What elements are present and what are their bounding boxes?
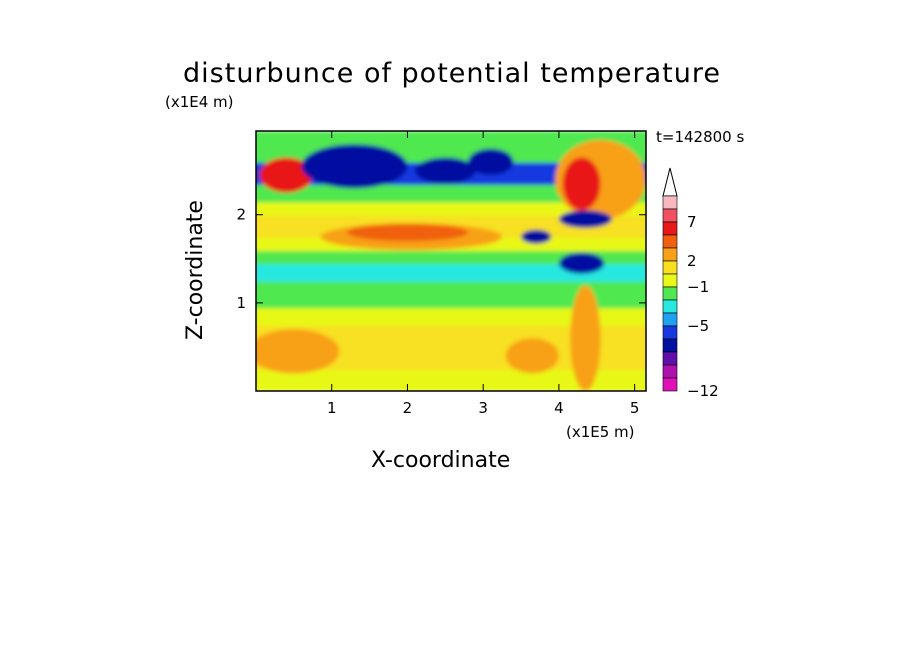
contour-feature-5	[415, 157, 476, 184]
colorbar-label-3: −5	[687, 317, 709, 335]
colorbar-swatch-8	[662, 299, 678, 314]
plot-frame	[255, 130, 647, 392]
contour-feature-1	[256, 329, 340, 374]
colorbar-swatch-14	[662, 377, 678, 392]
contour-band-5	[256, 249, 646, 265]
contour-feature-4	[301, 144, 408, 189]
colorbar-swatch-3	[662, 234, 678, 249]
colorbar-swatch-6	[662, 273, 678, 288]
contour-feature-13	[570, 285, 601, 391]
colorbar-swatch-11	[662, 338, 678, 353]
colorbar-swatch-0	[662, 195, 678, 210]
time-label: t=142800 s	[656, 128, 745, 146]
contour-feature-3	[346, 223, 469, 242]
colorbar-extend-triangle	[662, 167, 678, 197]
contour-band-8	[256, 201, 646, 216]
colorbar-label-4: −12	[687, 382, 719, 400]
chart-title: disturbunce of potential temperature	[183, 58, 721, 89]
contour-feature-9	[562, 157, 601, 211]
x-tick-label-2: 3	[478, 399, 488, 417]
colorbar: 7 2 −1 −5 −12	[662, 167, 719, 400]
x-scale-label: (x1E5 m)	[566, 423, 635, 441]
contour-feature-11	[558, 252, 605, 274]
y-tick-label-1: 2	[236, 206, 246, 224]
y-scale-label: (x1E4 m)	[165, 93, 234, 111]
y-tick-label-0: 1	[236, 294, 246, 312]
contour-feature-6	[468, 148, 514, 176]
contour-band-4	[256, 263, 646, 282]
x-tick-label-1: 2	[403, 399, 413, 417]
contour-feature-12	[521, 229, 552, 244]
colorbar-swatch-10	[662, 325, 678, 340]
x-tick-label-3: 4	[554, 399, 564, 417]
contour-band-0	[256, 368, 646, 391]
colorbar-swatch-1	[662, 208, 678, 223]
x-tick-label-0: 1	[327, 399, 337, 417]
colorbar-swatch-13	[662, 364, 678, 379]
x-tick-label-4: 5	[630, 399, 640, 417]
colorbar-swatch-9	[662, 312, 678, 327]
colorbar-label-1: 2	[687, 252, 697, 270]
x-axis-label: X-coordinate	[371, 448, 511, 473]
colorbar-swatch-4	[662, 247, 678, 262]
contour-band-9	[256, 183, 646, 203]
colorbar-swatch-5	[662, 260, 678, 275]
contour-band-2	[256, 307, 646, 326]
contour-feature-7	[505, 338, 559, 374]
contour-feature-0	[259, 157, 313, 193]
contour-field	[256, 131, 646, 391]
colorbar-swatch-7	[662, 286, 678, 301]
colorbar-label-2: −1	[687, 278, 709, 296]
contour-feature-10	[558, 210, 612, 228]
colorbar-swatch-12	[662, 351, 678, 366]
colorbar-label-0: 7	[687, 213, 697, 231]
colorbar-swatch-2	[662, 221, 678, 236]
